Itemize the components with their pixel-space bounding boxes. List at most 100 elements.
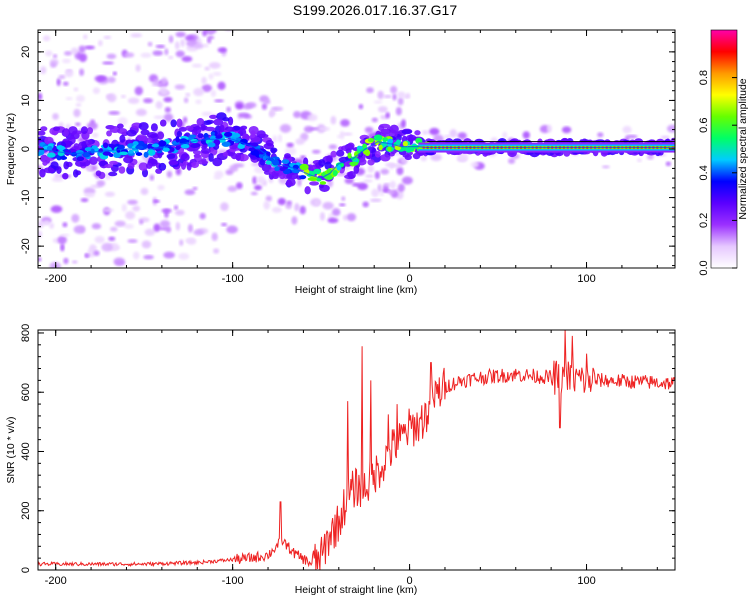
spectrogram-noise-blob — [127, 97, 140, 104]
spectrogram-band-blob — [347, 142, 355, 149]
spectrogram-noise-blob — [374, 171, 380, 180]
spectrogram-noise-blob — [56, 78, 61, 86]
spectrogram-band-blob — [80, 126, 88, 134]
spectrogram-band-blob — [56, 166, 62, 174]
spectrogram-noise-blob — [392, 93, 397, 101]
spectrogram-noise-blob — [186, 237, 197, 245]
spectrogram-noise-blob — [84, 192, 95, 198]
spectrogram-noise-blob — [270, 109, 276, 116]
spectrogram-noise-blob — [112, 71, 117, 76]
spectrogram-noise-blob — [84, 45, 95, 50]
spectrogram-noise-blob — [193, 229, 204, 236]
spectrogram-core-blob — [158, 140, 167, 147]
spectrogram-noise-blob — [78, 53, 88, 63]
spectrogram-noise-blob — [96, 180, 106, 187]
spectrogram-noise-blob — [383, 183, 392, 187]
spectrogram-noise-blob — [184, 189, 196, 196]
spectrogram-band-blob — [213, 118, 224, 126]
spectrogram-band-blob — [222, 117, 230, 122]
spectrogram-noise-blob — [286, 200, 293, 206]
snr-xtick-label: 100 — [577, 575, 595, 587]
spectrogram-noise-blob — [546, 124, 553, 133]
spectrogram-noise-blob — [601, 165, 610, 169]
spectrogram-band-blob — [408, 134, 414, 143]
spectrogram-noise-blob — [263, 200, 271, 210]
spectrogram-noise-blob — [307, 113, 318, 122]
spectrogram-noise-blob — [140, 187, 149, 196]
spectrogram-noise-blob — [62, 222, 68, 228]
spectrogram-noise-blob — [114, 260, 125, 266]
spectrogram-noise-blob — [379, 192, 385, 196]
spectrogram-ytick-label: 10 — [20, 94, 32, 106]
spectrogram-noise-blob — [164, 209, 169, 219]
spectrogram-noise-blob — [79, 68, 85, 77]
spectrogram-noise-blob — [385, 112, 390, 119]
spectrogram-noise-blob — [213, 176, 221, 180]
spectrogram-noise-blob — [130, 33, 143, 38]
spectrogram-noise-blob — [164, 48, 169, 56]
spectrogram-noise-blob — [213, 248, 220, 254]
spectrogram-core-blob — [223, 132, 233, 138]
spectrogram-noise-blob — [165, 226, 172, 233]
spectrogram-noise-blob — [389, 180, 396, 190]
spectrogram-core-blob — [373, 134, 383, 141]
spectrogram-noise-blob — [309, 127, 319, 131]
spectrogram-noise-blob — [102, 61, 114, 65]
spectrogram-band-blob — [127, 162, 135, 169]
spectrogram-ytick-label: 20 — [20, 46, 32, 58]
spectrogram-noise-blob — [201, 76, 207, 85]
spectrogram-core-blob — [135, 152, 143, 156]
spectrogram-band-blob — [73, 143, 80, 150]
spectrogram-noise-blob — [73, 87, 79, 92]
spectrogram-noise-blob — [141, 240, 152, 249]
snr-ytick-label: 400 — [20, 442, 32, 460]
spectrogram-noise-blob — [92, 132, 99, 138]
spectrogram-noise-blob — [665, 161, 672, 167]
spectrogram-band-blob — [284, 153, 291, 159]
snr-ytick-label: 800 — [20, 324, 32, 342]
spectrogram-core-blob — [38, 151, 43, 157]
spectrogram-noise-blob — [180, 38, 185, 48]
spectrogram-band-blob — [138, 122, 149, 131]
spectrogram-noise-blob — [140, 52, 152, 58]
spectrogram-noise-blob — [155, 101, 163, 109]
spectrogram-noise-blob — [443, 134, 452, 139]
spectrogram-band-blob — [86, 127, 94, 135]
spectrogram-noise-blob — [344, 177, 354, 184]
spectrogram-noise-blob — [40, 66, 47, 75]
spectrogram-noise-blob — [201, 84, 213, 93]
spectrogram-band-blob — [324, 161, 332, 170]
spectrogram-noise-blob — [194, 43, 204, 49]
spectrogram-core-blob — [190, 143, 200, 148]
spectrogram-noise-blob — [366, 87, 374, 94]
spectrogram-band-blob — [286, 178, 296, 187]
spectrogram-noise-blob — [94, 236, 105, 244]
spectrogram-noise-blob — [70, 47, 79, 55]
spectrogram-noise-blob — [377, 90, 384, 100]
snr-line — [38, 330, 675, 570]
spectrogram-noise-blob — [166, 170, 173, 178]
spectrogram-noise-blob — [383, 95, 393, 99]
spectrogram-core-blob — [59, 155, 68, 160]
spectrogram-noise-blob — [377, 106, 388, 113]
spectrogram-x-ticks: -200 -100 0 100 — [45, 30, 658, 285]
spectrogram-noise-blob — [181, 55, 193, 62]
spectrogram-noise-blob — [152, 50, 164, 56]
spectrogram-core-blob — [409, 147, 415, 152]
spectrogram-noise-blob — [430, 153, 442, 162]
spectrogram-noise-blob — [202, 30, 208, 37]
spectrogram-noise-blob — [245, 102, 257, 109]
spectrogram-noise-blob — [107, 93, 117, 103]
spectrogram-noise-blob — [199, 212, 206, 220]
spectrogram-noise-blob — [279, 124, 292, 133]
spectrogram-noise-blob — [220, 222, 228, 227]
spectrogram-noise-blob — [179, 239, 184, 246]
spectrogram-core-blob — [363, 150, 370, 155]
spectrogram-noise-blob — [380, 168, 390, 175]
spectrogram-noise-blob — [365, 174, 374, 178]
spectrogram-noise-blob — [109, 226, 118, 232]
spectrogram-noise-blob — [346, 213, 357, 222]
spectrogram-core-blob — [279, 167, 286, 172]
spectrogram-core-blob — [102, 151, 112, 156]
spectrogram-noise-blob — [429, 127, 440, 136]
